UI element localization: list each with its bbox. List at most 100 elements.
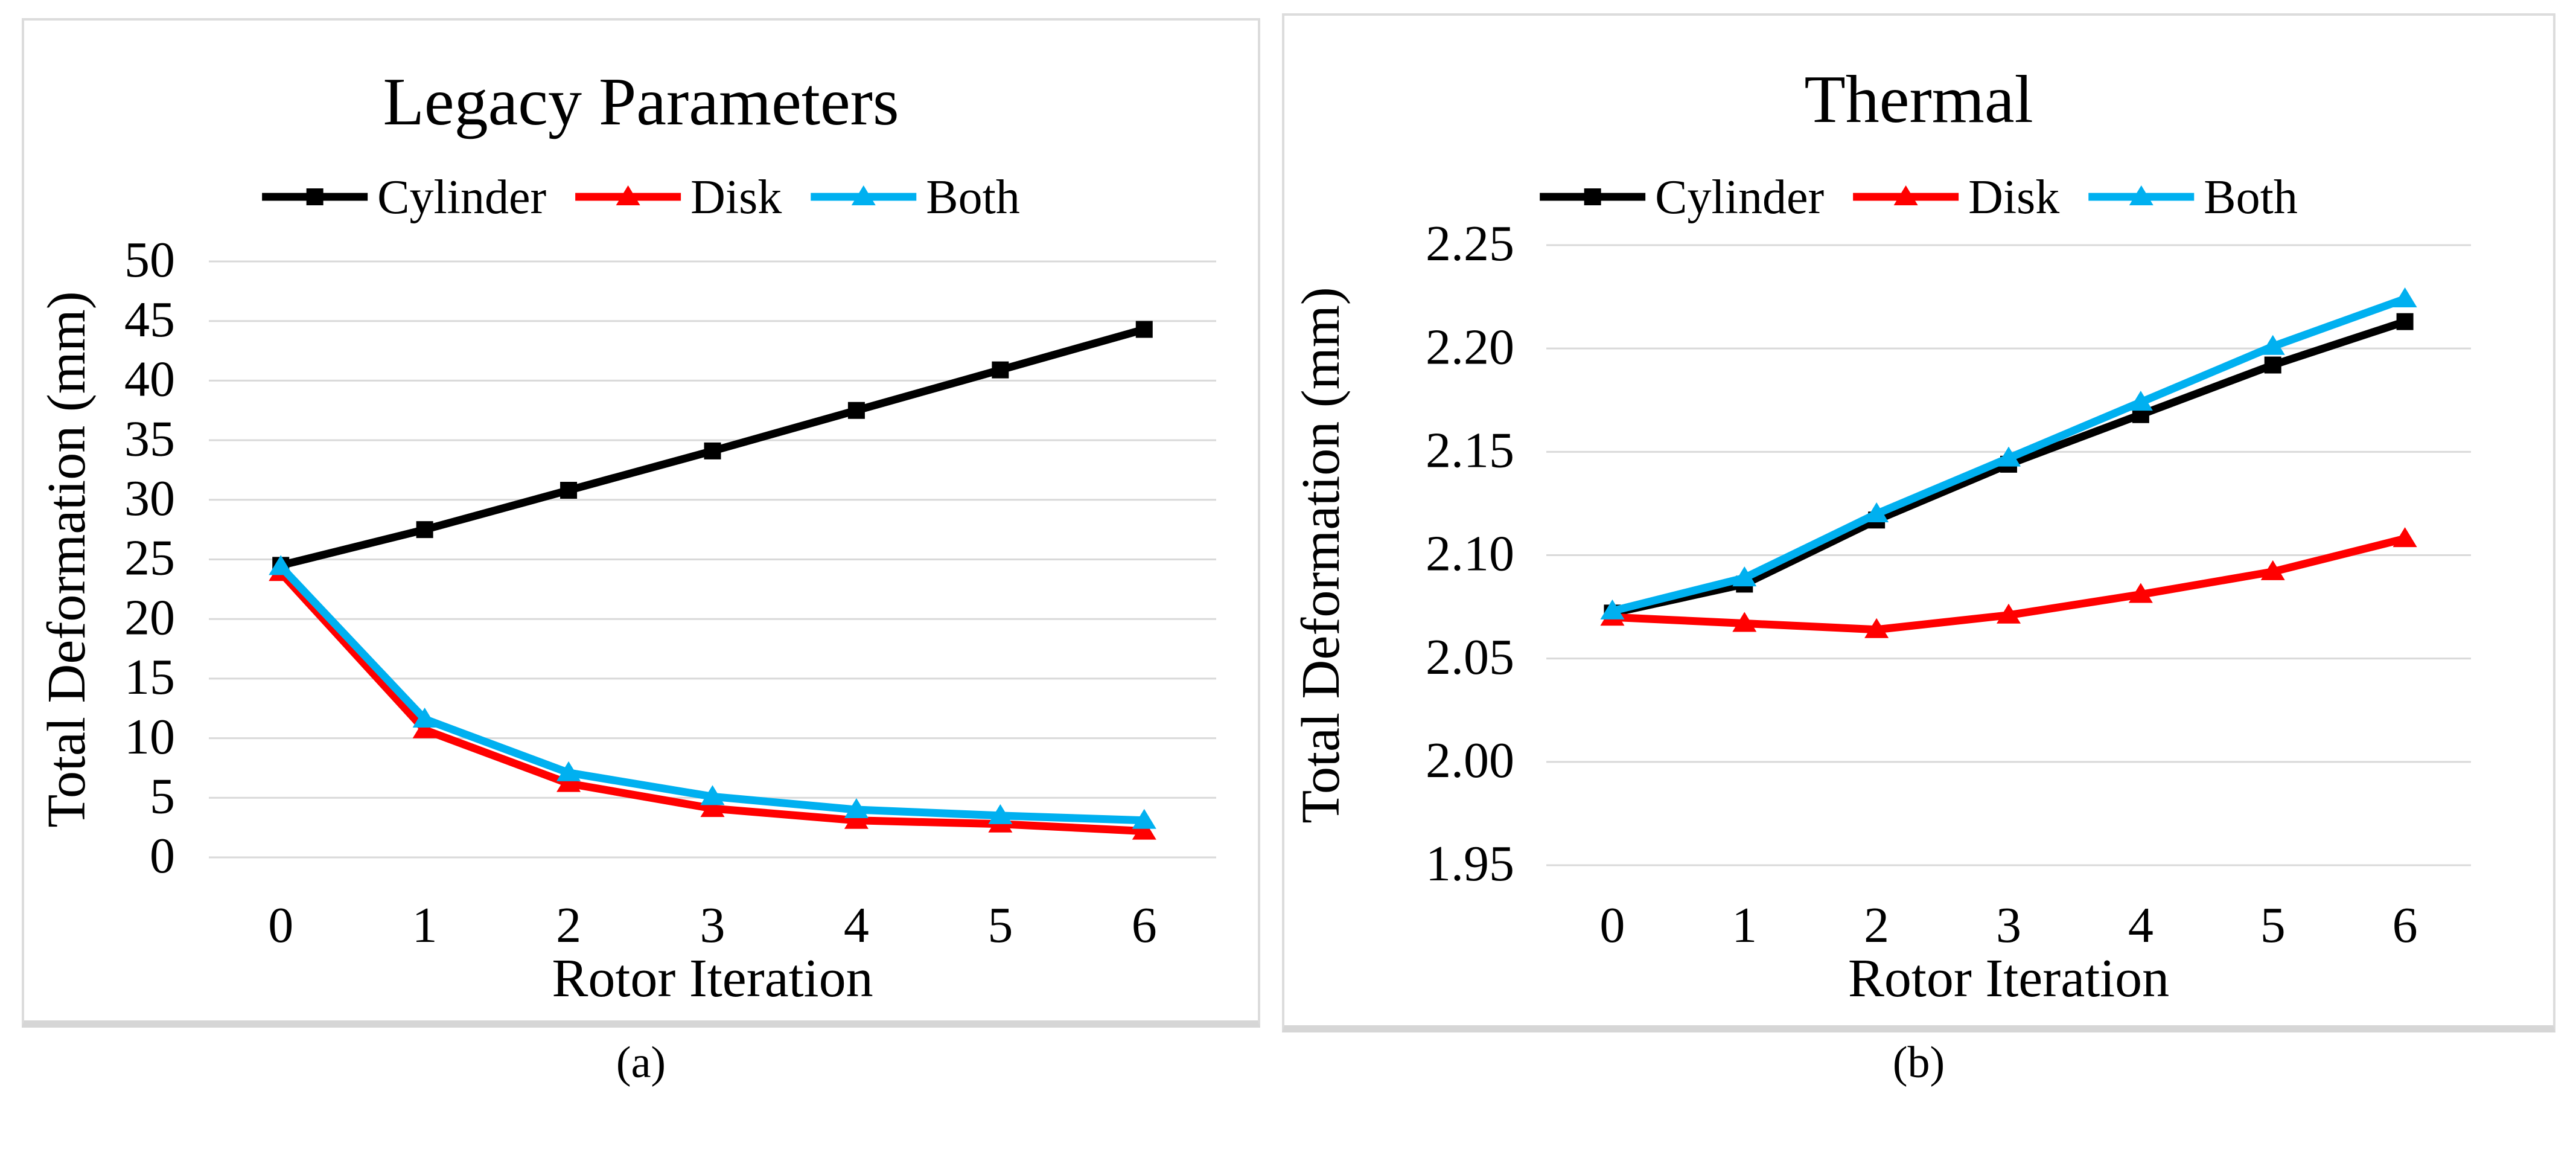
square-marker-icon [1584, 188, 1601, 205]
legend: Cylinder Disk Both [262, 171, 1020, 224]
triangle-marker-icon [2128, 583, 2153, 603]
y-tick-label: 30 [124, 470, 175, 526]
chart-title: Legacy Parameters [383, 65, 899, 139]
y-tick-label: 2.00 [1426, 732, 1514, 789]
y-tick-label: 50 [124, 232, 175, 288]
triangle-marker-icon [2260, 334, 2285, 355]
square-marker-icon [306, 188, 324, 205]
legend-item-cylinder: Cylinder [262, 171, 546, 224]
x-tick-label: 6 [2393, 897, 2418, 953]
square-marker-icon [2396, 313, 2414, 330]
legend-label: Disk [1968, 171, 2059, 224]
triangle-marker-icon [2393, 287, 2417, 308]
y-tick-label: 40 [124, 351, 175, 408]
x-axis-tick-labels: 0 1 2 3 4 5 6 [1599, 897, 2417, 953]
triangle-marker-icon [844, 808, 869, 829]
square-marker-icon [847, 402, 865, 419]
series-both [1600, 287, 2417, 619]
y-tick-label: 2.25 [1426, 216, 1514, 272]
x-tick-label: 0 [1599, 897, 1625, 953]
square-marker-icon [1135, 321, 1153, 338]
legend-label: Both [926, 171, 1020, 224]
x-tick-label: 1 [412, 897, 438, 953]
triangle-marker-icon [1732, 566, 1757, 587]
chart-panel-a: 0 5 10 15 20 25 30 35 40 45 50 0 1 2 3 4 5 6 Legacy Parame… [22, 18, 1260, 1028]
series-cylinder [1604, 313, 2414, 622]
legend-item-cylinder: Cylinder [1540, 171, 1824, 224]
x-tick-label: 3 [700, 897, 725, 953]
series-both [269, 555, 1156, 829]
triangle-marker-icon [1893, 185, 1918, 205]
y-tick-label: 15 [124, 649, 175, 705]
legend-item-disk: Disk [575, 171, 782, 224]
chart-title: Thermal [1804, 62, 2033, 137]
triangle-marker-icon [844, 798, 869, 819]
triangle-marker-icon [1132, 819, 1156, 840]
y-axis-title: Total Deformation (mm) [37, 291, 97, 827]
triangle-marker-icon [1732, 612, 1757, 632]
x-axis-tick-labels: 0 1 2 3 4 5 6 [268, 897, 1157, 953]
square-marker-icon [560, 482, 578, 499]
y-tick-label: 2.05 [1426, 629, 1514, 685]
y-tick-label: 35 [124, 411, 175, 467]
legend-label: Both [2204, 171, 2298, 224]
y-tick-label: 1.95 [1426, 836, 1514, 892]
y-tick-label: 45 [124, 292, 175, 348]
y-tick-label: 20 [124, 589, 175, 645]
triangle-marker-icon [1997, 603, 2021, 624]
legend-item-both: Both [811, 171, 1020, 224]
triangle-marker-icon [1864, 502, 1889, 523]
triangle-marker-icon [616, 185, 640, 205]
triangle-marker-icon [412, 708, 437, 728]
gridlines [209, 260, 1216, 859]
x-tick-label: 6 [1132, 897, 1157, 953]
legend: Cylinder Disk Both [1540, 171, 2298, 224]
y-tick-label: 5 [150, 769, 175, 825]
triangle-marker-icon [1864, 618, 1889, 638]
triangle-marker-icon [851, 185, 876, 205]
x-tick-label: 5 [987, 897, 1013, 953]
legend-item-disk: Disk [1853, 171, 2059, 224]
series-cylinder [272, 321, 1153, 574]
thermal-chart: 1.95 2.00 2.05 2.10 2.15 2.20 2.25 0 1 2 3 4 5 6 Therm… [1291, 62, 2471, 1008]
y-tick-label: 2.20 [1426, 319, 1514, 375]
y-tick-label: 2.15 [1426, 423, 1514, 479]
y-tick-label: 2.10 [1426, 526, 1514, 582]
subfigure-caption-b: (b) [1892, 1038, 1945, 1087]
square-marker-icon [416, 521, 433, 539]
y-tick-label: 10 [124, 709, 175, 765]
triangle-marker-icon [556, 761, 581, 781]
series-line [276, 562, 1149, 825]
x-tick-label: 0 [268, 897, 293, 953]
triangle-marker-icon [2129, 185, 2154, 205]
square-marker-icon [992, 361, 1009, 379]
triangle-marker-icon [1132, 808, 1156, 829]
triangle-marker-icon [1997, 446, 2021, 467]
x-tick-label: 3 [1996, 897, 2021, 953]
triangle-marker-icon [269, 555, 293, 575]
subfigure-caption-a: (a) [616, 1038, 666, 1087]
y-tick-label: 0 [150, 828, 175, 884]
legend-label: Disk [690, 171, 782, 224]
x-axis-title: Rotor Iteration [1848, 949, 2169, 1008]
triangle-marker-icon [700, 785, 725, 805]
series-disk [1600, 527, 2417, 638]
triangle-marker-icon [1600, 599, 1625, 619]
triangle-marker-icon [700, 797, 725, 818]
square-marker-icon [704, 442, 721, 459]
legend-label: Cylinder [1655, 171, 1824, 224]
legend-item-both: Both [2088, 171, 2298, 224]
x-tick-label: 2 [1864, 897, 1889, 953]
square-marker-icon [2264, 356, 2281, 374]
x-axis-title: Rotor Iteration [552, 949, 873, 1008]
triangle-marker-icon [2260, 560, 2285, 580]
triangle-marker-icon [988, 804, 1013, 824]
y-axis-title: Total Deformation (mm) [1291, 287, 1351, 823]
x-tick-label: 4 [2128, 897, 2154, 953]
y-tick-label: 25 [124, 530, 175, 586]
triangle-marker-icon [2128, 391, 2153, 411]
x-tick-label: 4 [844, 897, 869, 953]
